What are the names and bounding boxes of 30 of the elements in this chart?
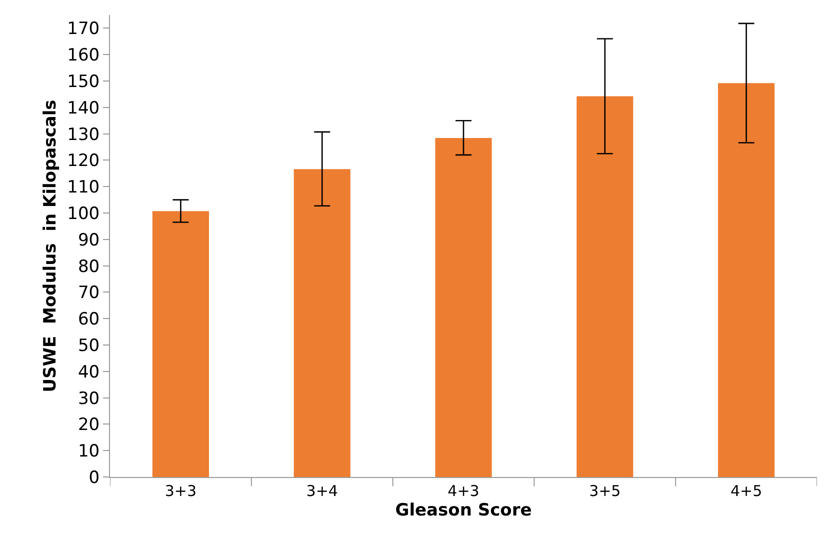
x-tick-label: 3+5 [589, 482, 621, 500]
bar [435, 138, 492, 477]
y-tick-label: 40 [78, 362, 100, 382]
x-tick-label: 3+3 [164, 482, 197, 500]
y-tick-label: 90 [78, 230, 100, 250]
y-tick-label: 120 [67, 151, 100, 172]
y-tick-label: 80 [78, 256, 100, 277]
x-tick-label: 4+3 [448, 482, 480, 500]
x-tick-label: 3+4 [306, 482, 338, 500]
y-tick-label: 10 [78, 442, 100, 462]
x-tick-label: 4+5 [730, 482, 762, 500]
y-tick-label: 110 [67, 178, 100, 198]
y-tick-label: 170 [67, 19, 100, 40]
x-axis-title: Gleason Score [395, 500, 532, 520]
bar [152, 211, 209, 477]
y-tick-label: 100 [67, 204, 100, 224]
y-tick-label: 60 [78, 310, 100, 330]
bar [294, 169, 350, 477]
y-tick-label: 160 [67, 46, 100, 66]
y-tick-label: 30 [78, 388, 100, 409]
y-tick-label: 150 [67, 72, 100, 92]
y-tick-label: 20 [78, 415, 100, 436]
y-tick-label: 50 [78, 336, 100, 356]
y-tick-label: 130 [67, 124, 100, 145]
y-tick-label: 70 [78, 283, 100, 304]
bar [718, 83, 775, 477]
y-axis-title: USWE Modulus in Kilopascals [40, 100, 61, 392]
y-tick-label: 0 [88, 468, 100, 488]
y-tick-label: 140 [67, 98, 100, 118]
bar [576, 96, 634, 477]
